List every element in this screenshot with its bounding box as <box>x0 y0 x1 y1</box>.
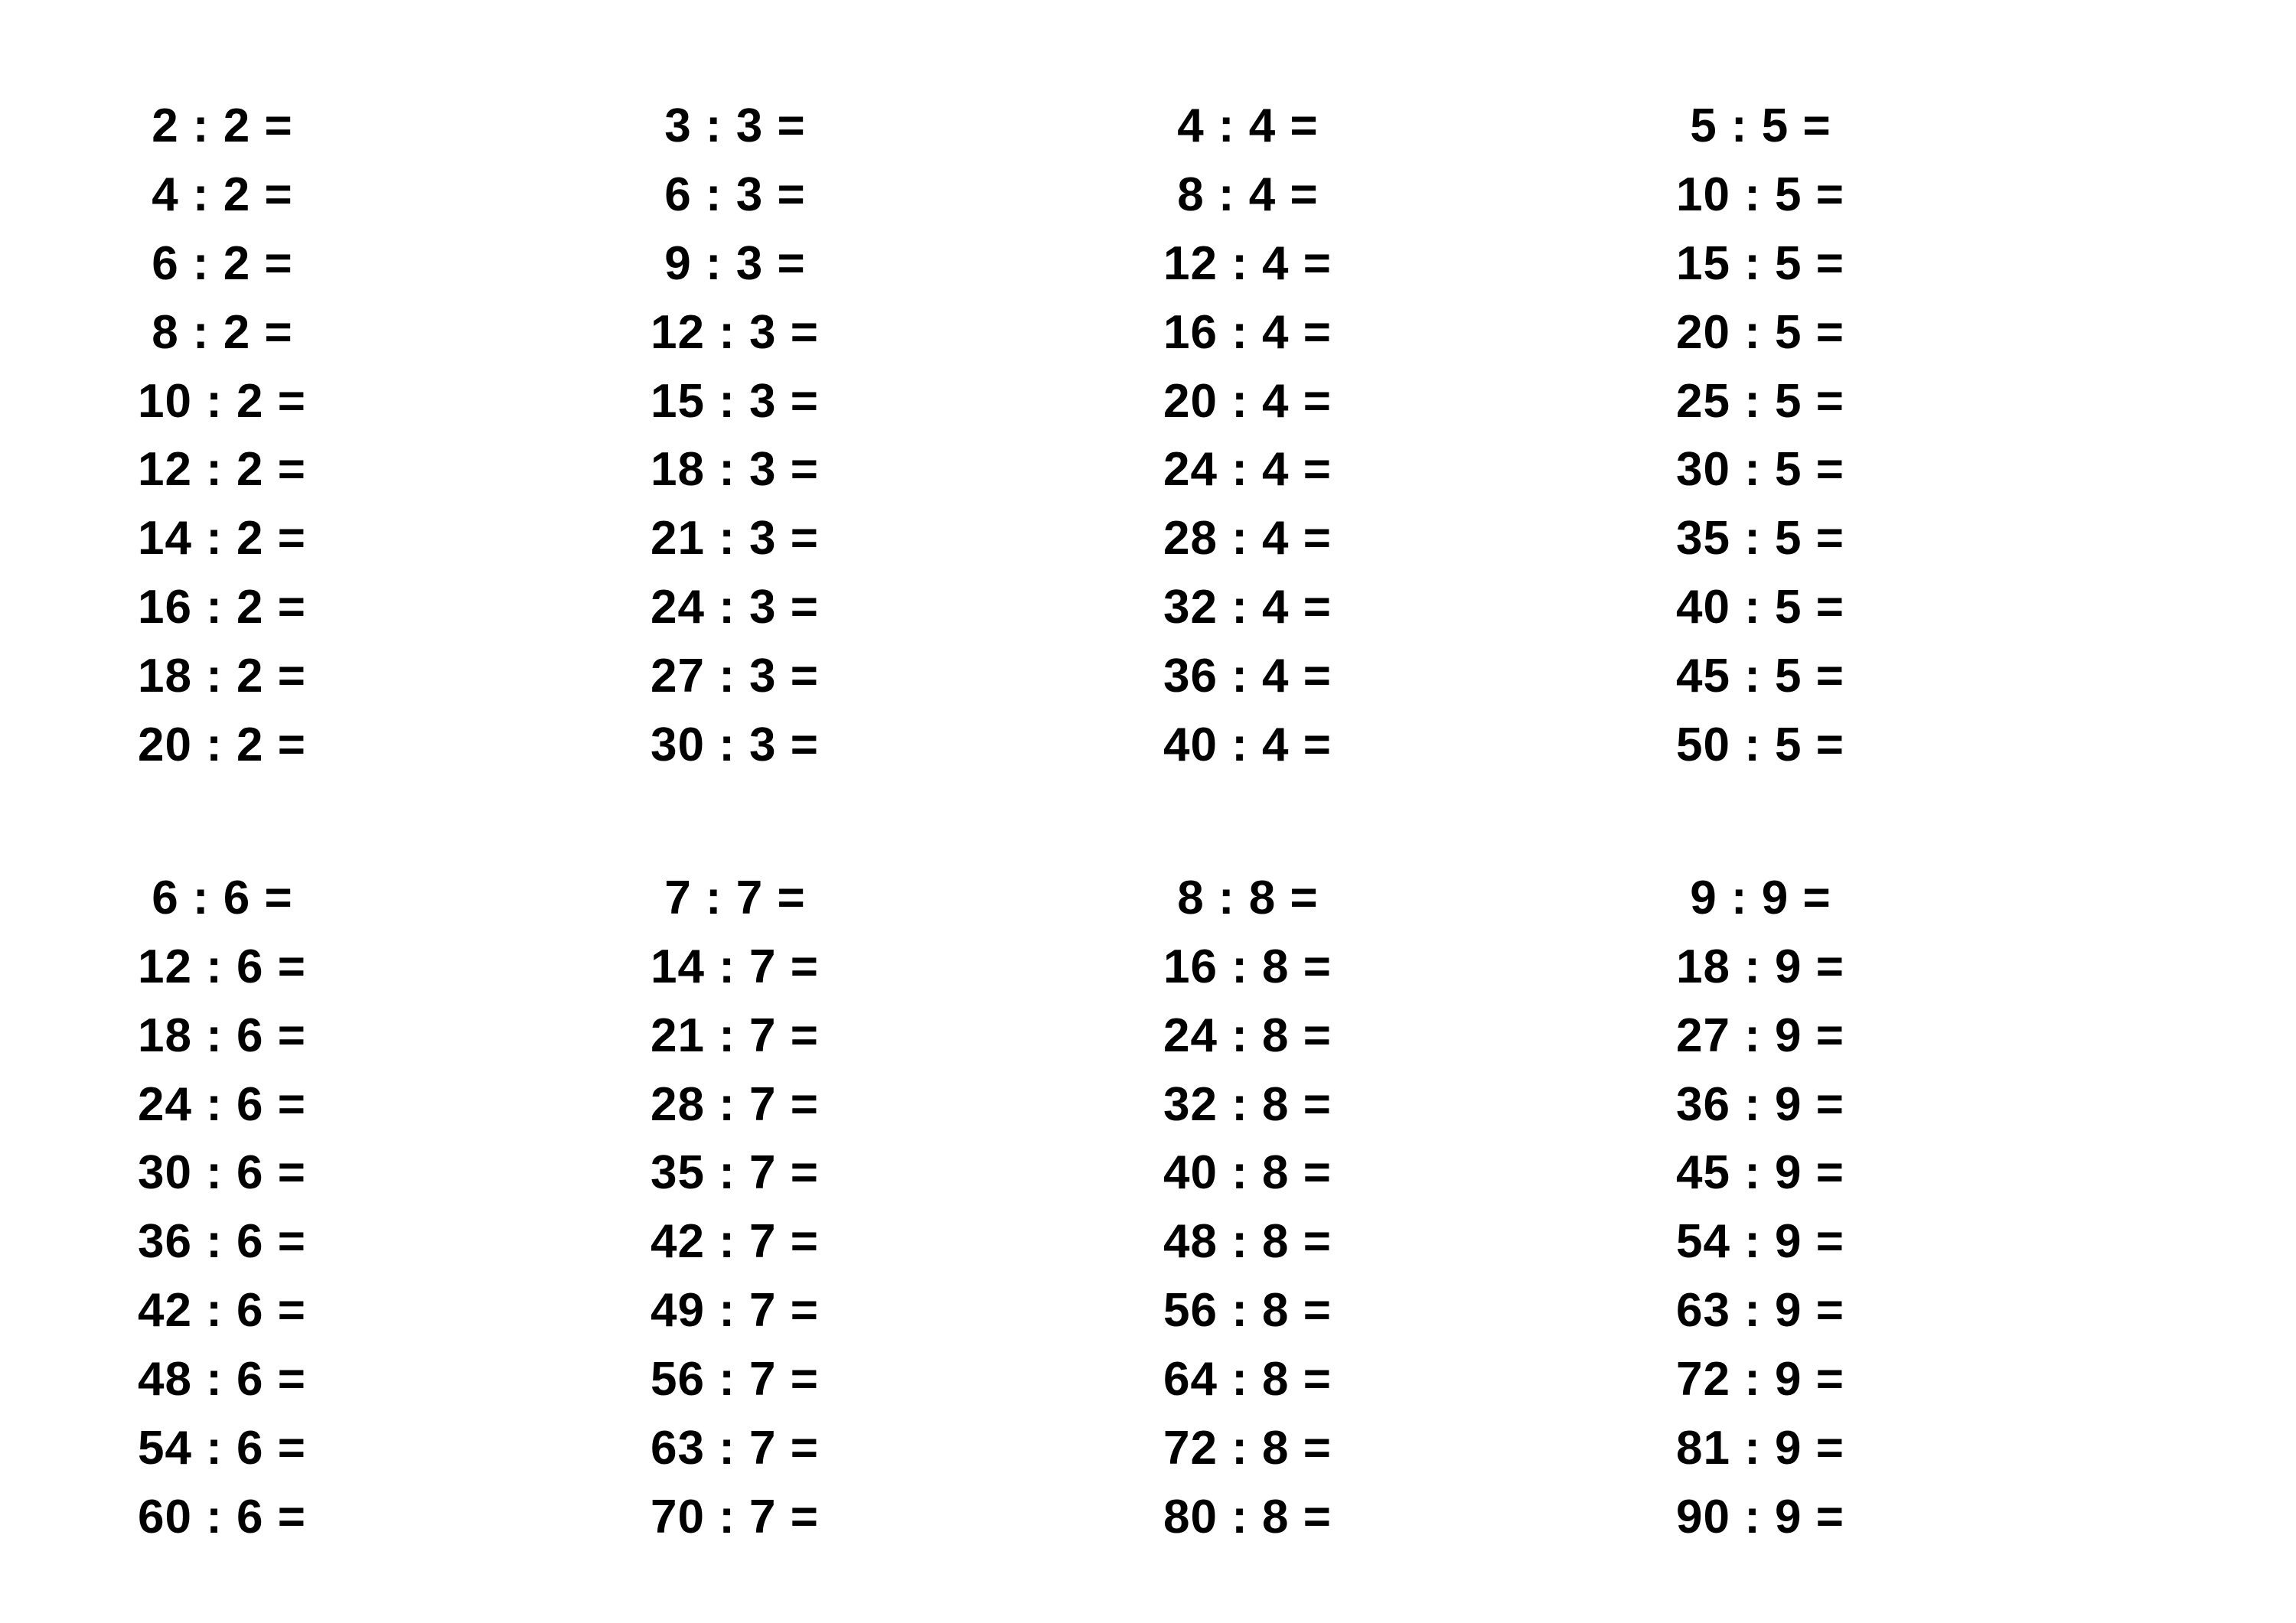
division-problem: 30 : 3 = <box>651 711 1163 780</box>
division-problem: 6 : 6 = <box>138 864 651 933</box>
column-divisor-4: 4 : 4 = 8 : 4 = 12 : 4 = 16 : 4 = 20 : 4… <box>1163 92 1676 780</box>
division-problem: 4 : 2 = <box>138 161 651 230</box>
division-problem: 54 : 9 = <box>1676 1207 2189 1276</box>
division-problem: 42 : 7 = <box>651 1207 1163 1276</box>
division-problem: 12 : 3 = <box>651 298 1163 367</box>
division-problem: 45 : 9 = <box>1676 1139 2189 1207</box>
division-problem: 35 : 7 = <box>651 1139 1163 1207</box>
division-problem: 36 : 6 = <box>138 1207 651 1276</box>
division-problem: 8 : 4 = <box>1163 161 1676 230</box>
column-divisor-9: 9 : 9 = 18 : 9 = 27 : 9 = 36 : 9 = 45 : … <box>1676 864 2189 1552</box>
division-problem: 16 : 2 = <box>138 573 651 642</box>
division-problem: 42 : 6 = <box>138 1276 651 1345</box>
division-problem: 24 : 8 = <box>1163 1002 1676 1071</box>
column-divisor-2: 2 : 2 = 4 : 2 = 6 : 2 = 8 : 2 = 10 : 2 =… <box>138 92 651 780</box>
division-problem: 2 : 2 = <box>138 92 651 161</box>
division-problem: 6 : 3 = <box>651 161 1163 230</box>
division-problem: 4 : 4 = <box>1163 92 1676 161</box>
division-problem: 8 : 2 = <box>138 298 651 367</box>
division-problem: 40 : 5 = <box>1676 573 2189 642</box>
division-problem: 8 : 8 = <box>1163 864 1676 933</box>
division-problem: 35 : 5 = <box>1676 504 2189 573</box>
division-problem: 15 : 3 = <box>651 367 1163 436</box>
division-problem: 14 : 2 = <box>138 504 651 573</box>
division-problem: 56 : 7 = <box>651 1345 1163 1414</box>
division-problem: 56 : 8 = <box>1163 1276 1676 1345</box>
division-problem: 40 : 4 = <box>1163 711 1676 780</box>
division-problem: 9 : 3 = <box>651 230 1163 298</box>
division-problem: 10 : 5 = <box>1676 161 2189 230</box>
division-problem: 70 : 7 = <box>651 1483 1163 1552</box>
division-problem: 30 : 6 = <box>138 1139 651 1207</box>
division-problem: 48 : 6 = <box>138 1345 651 1414</box>
column-divisor-8: 8 : 8 = 16 : 8 = 24 : 8 = 32 : 8 = 40 : … <box>1163 864 1676 1552</box>
division-problem: 18 : 2 = <box>138 642 651 711</box>
division-problem: 18 : 3 = <box>651 435 1163 504</box>
division-problem: 32 : 8 = <box>1163 1071 1676 1139</box>
division-problem: 12 : 2 = <box>138 435 651 504</box>
division-problem: 20 : 5 = <box>1676 298 2189 367</box>
division-problem: 72 : 8 = <box>1163 1414 1676 1483</box>
division-problem: 40 : 8 = <box>1163 1139 1676 1207</box>
division-problem: 32 : 4 = <box>1163 573 1676 642</box>
division-problem: 5 : 5 = <box>1676 92 2189 161</box>
division-problem: 12 : 6 = <box>138 933 651 1002</box>
division-problem: 28 : 7 = <box>651 1071 1163 1139</box>
division-problem: 15 : 5 = <box>1676 230 2189 298</box>
column-divisor-5: 5 : 5 = 10 : 5 = 15 : 5 = 20 : 5 = 25 : … <box>1676 92 2189 780</box>
division-problem: 36 : 4 = <box>1163 642 1676 711</box>
division-problem: 64 : 8 = <box>1163 1345 1676 1414</box>
division-problem: 24 : 3 = <box>651 573 1163 642</box>
division-problem: 9 : 9 = <box>1676 864 2189 933</box>
division-problem: 30 : 5 = <box>1676 435 2189 504</box>
division-problem: 18 : 6 = <box>138 1002 651 1071</box>
division-problem: 12 : 4 = <box>1163 230 1676 298</box>
division-problem: 63 : 9 = <box>1676 1276 2189 1345</box>
division-problem: 54 : 6 = <box>138 1414 651 1483</box>
division-problem: 7 : 7 = <box>651 864 1163 933</box>
division-problem: 63 : 7 = <box>651 1414 1163 1483</box>
division-problem: 18 : 9 = <box>1676 933 2189 1002</box>
division-problem: 16 : 8 = <box>1163 933 1676 1002</box>
division-problem: 72 : 9 = <box>1676 1345 2189 1414</box>
division-problem: 27 : 9 = <box>1676 1002 2189 1071</box>
division-problem: 36 : 9 = <box>1676 1071 2189 1139</box>
division-problem: 80 : 8 = <box>1163 1483 1676 1552</box>
division-problem: 50 : 5 = <box>1676 711 2189 780</box>
division-problem: 14 : 7 = <box>651 933 1163 1002</box>
division-problem: 24 : 6 = <box>138 1071 651 1139</box>
division-problem: 90 : 9 = <box>1676 1483 2189 1552</box>
problem-block-1: 2 : 2 = 4 : 2 = 6 : 2 = 8 : 2 = 10 : 2 =… <box>138 92 2189 780</box>
division-problem: 45 : 5 = <box>1676 642 2189 711</box>
division-problem: 48 : 8 = <box>1163 1207 1676 1276</box>
division-problem: 60 : 6 = <box>138 1483 651 1552</box>
division-problem: 21 : 3 = <box>651 504 1163 573</box>
column-divisor-6: 6 : 6 = 12 : 6 = 18 : 6 = 24 : 6 = 30 : … <box>138 864 651 1552</box>
problem-block-2: 6 : 6 = 12 : 6 = 18 : 6 = 24 : 6 = 30 : … <box>138 864 2189 1552</box>
column-divisor-3: 3 : 3 = 6 : 3 = 9 : 3 = 12 : 3 = 15 : 3 … <box>651 92 1163 780</box>
worksheet-page: 2 : 2 = 4 : 2 = 6 : 2 = 8 : 2 = 10 : 2 =… <box>0 0 2296 1623</box>
division-problem: 20 : 4 = <box>1163 367 1676 436</box>
division-problem: 3 : 3 = <box>651 92 1163 161</box>
division-problem: 25 : 5 = <box>1676 367 2189 436</box>
division-problem: 28 : 4 = <box>1163 504 1676 573</box>
division-problem: 10 : 2 = <box>138 367 651 436</box>
division-problem: 81 : 9 = <box>1676 1414 2189 1483</box>
division-problem: 6 : 2 = <box>138 230 651 298</box>
division-problem: 21 : 7 = <box>651 1002 1163 1071</box>
division-problem: 16 : 4 = <box>1163 298 1676 367</box>
division-problem: 24 : 4 = <box>1163 435 1676 504</box>
division-problem: 20 : 2 = <box>138 711 651 780</box>
division-problem: 49 : 7 = <box>651 1276 1163 1345</box>
column-divisor-7: 7 : 7 = 14 : 7 = 21 : 7 = 28 : 7 = 35 : … <box>651 864 1163 1552</box>
division-problem: 27 : 3 = <box>651 642 1163 711</box>
